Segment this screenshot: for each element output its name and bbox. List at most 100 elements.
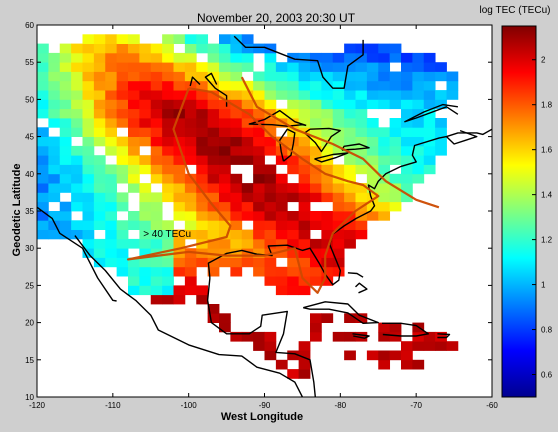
tec-cell — [37, 52, 49, 63]
tec-cell — [355, 62, 368, 72]
tec-cell — [219, 136, 231, 147]
tec-cell — [184, 99, 197, 110]
tec-cell — [241, 238, 254, 249]
tec-cell — [423, 127, 436, 137]
tec-cell — [298, 118, 311, 128]
coastline — [341, 143, 370, 151]
tec-cell — [82, 229, 95, 240]
tec-cell — [93, 238, 106, 249]
tec-cell — [207, 192, 220, 203]
tec-cell — [332, 90, 345, 100]
tec-cell — [378, 155, 391, 165]
tec-cell — [412, 52, 425, 63]
tec-cell — [275, 359, 288, 370]
tec-cell — [378, 331, 391, 342]
tec-cell — [150, 285, 163, 296]
tec-cell — [48, 145, 61, 156]
colorbar-label: log TEC (TECu) — [480, 5, 551, 16]
tec-cell — [230, 145, 243, 156]
tec-cell — [287, 80, 300, 91]
tec-cell — [48, 80, 61, 91]
tec-cell — [37, 99, 49, 110]
tec-cell — [298, 238, 311, 249]
tec-cell — [344, 173, 356, 184]
tec-cell — [435, 136, 447, 147]
tec-cell — [37, 62, 49, 72]
tec-cell — [389, 192, 402, 203]
tec-cell — [207, 145, 220, 156]
tec-cell — [173, 62, 186, 72]
tec-cell — [401, 183, 413, 193]
tec-cell — [423, 118, 436, 128]
tec-cell — [139, 127, 152, 137]
tec-cell — [71, 220, 83, 230]
tec-cell — [128, 155, 140, 165]
tec-cell — [275, 229, 288, 240]
tec-cell — [230, 201, 243, 212]
coastline — [314, 152, 349, 163]
tec-cell — [128, 80, 140, 91]
tec-cell — [105, 80, 118, 91]
coastline — [204, 72, 228, 107]
chart-title: November 20, 2003 20:30 UT — [197, 11, 356, 25]
tec-cell — [93, 90, 106, 100]
tec-cell — [310, 238, 322, 249]
tec-cell — [184, 52, 197, 63]
tec-cell — [105, 229, 118, 240]
tec-cell — [264, 71, 277, 82]
tec-cell — [128, 145, 140, 156]
tec-cell — [82, 99, 95, 110]
coastline — [37, 206, 117, 302]
tec-cell — [423, 99, 436, 110]
tec-cell — [150, 294, 163, 305]
tec-cell — [116, 108, 129, 119]
tec-cell — [230, 90, 243, 100]
tec-cell — [150, 238, 163, 249]
tec-cell — [162, 183, 174, 193]
tec-cell — [446, 80, 459, 91]
tec-cell — [264, 276, 277, 286]
tec-cell — [162, 127, 174, 137]
tec-cell — [310, 192, 322, 203]
tec-cell — [184, 192, 197, 203]
tec-cell — [412, 341, 425, 351]
tec-cell — [116, 136, 129, 147]
tec-cell — [321, 173, 334, 184]
tec-cell — [366, 192, 379, 203]
tec-cell — [287, 90, 300, 100]
tec-cell — [105, 62, 118, 72]
tec-cell — [82, 136, 95, 147]
tec-cell — [355, 80, 368, 91]
tec-cell — [207, 90, 220, 100]
tec-cell — [298, 136, 311, 147]
tec-cell — [366, 118, 379, 128]
tec-cell — [310, 145, 322, 156]
tec-cell — [59, 155, 72, 165]
tec-cell — [162, 118, 174, 128]
tec-cell — [116, 164, 129, 175]
tec-cell — [241, 145, 254, 156]
tec-cell — [139, 229, 152, 240]
tec-cell — [139, 99, 152, 110]
tec-cell — [287, 350, 300, 361]
tec-cell — [105, 248, 118, 258]
tec-cell — [139, 43, 152, 54]
tec-cell — [332, 164, 345, 175]
tec-cell — [230, 127, 243, 137]
tec-cell — [71, 90, 83, 100]
tec-cell — [253, 127, 265, 137]
tec-cell — [219, 52, 231, 63]
tec-cell — [150, 164, 163, 175]
tec-cell — [219, 43, 231, 54]
tec-cell — [116, 173, 129, 184]
tec-cell — [93, 155, 106, 165]
tec-cell — [184, 136, 197, 147]
coastline — [206, 277, 316, 397]
tec-cell — [321, 145, 334, 156]
tec-cell — [344, 145, 356, 156]
tec-cell — [150, 80, 163, 91]
tec-cell — [287, 108, 300, 119]
tec-cell — [48, 90, 61, 100]
tec-cell — [310, 276, 322, 286]
tec-cell — [378, 322, 391, 333]
